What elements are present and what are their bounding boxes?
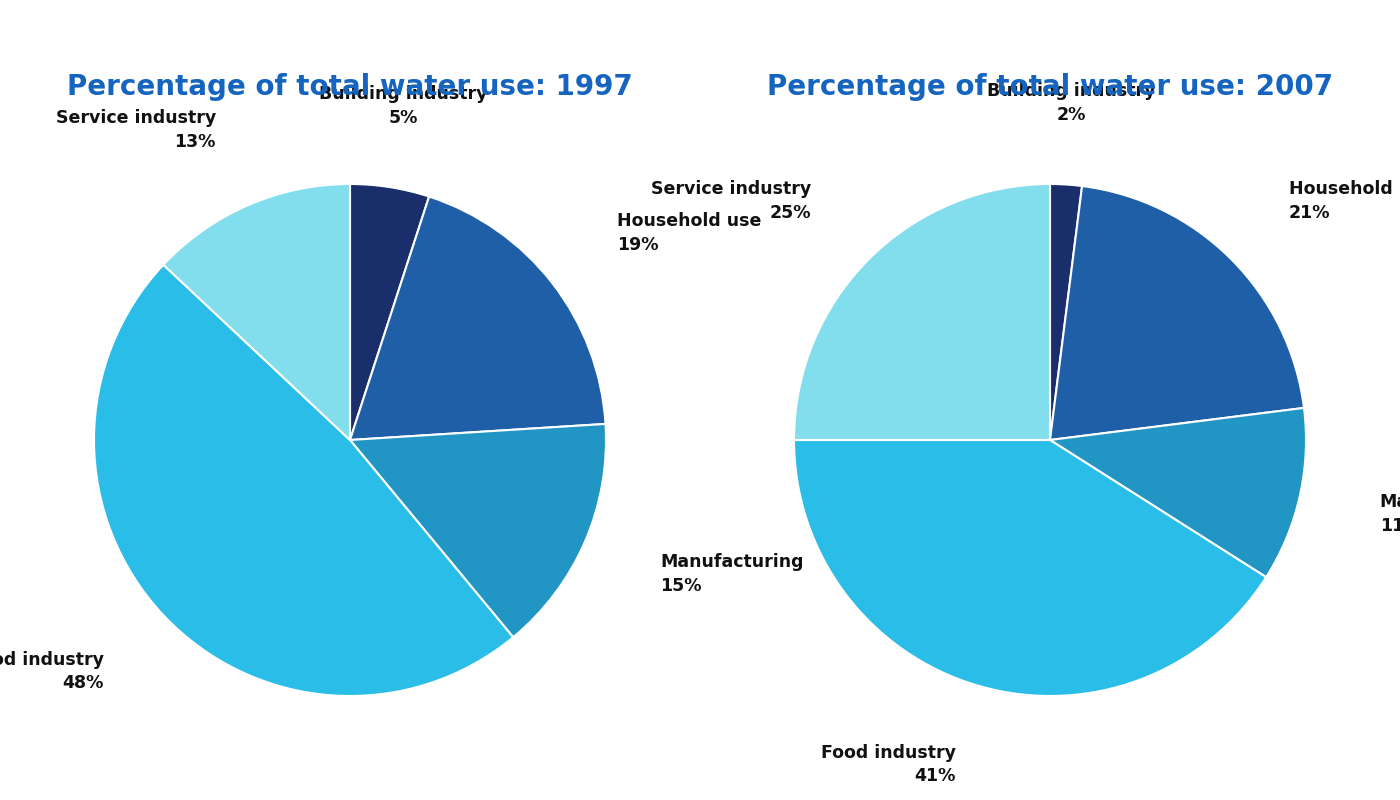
Wedge shape [164, 184, 350, 440]
Title: Percentage of total water use: 2007: Percentage of total water use: 2007 [767, 73, 1333, 101]
Text: Service industry
25%: Service industry 25% [651, 180, 811, 222]
Wedge shape [94, 265, 514, 696]
Text: Service industry
13%: Service industry 13% [56, 109, 216, 150]
Wedge shape [350, 184, 430, 440]
Wedge shape [1050, 186, 1303, 440]
Wedge shape [350, 197, 605, 440]
Text: Building industry
2%: Building industry 2% [987, 82, 1155, 123]
Wedge shape [1050, 184, 1082, 440]
Text: Manufacturing
11%: Manufacturing 11% [1380, 493, 1400, 534]
Text: Building industry
5%: Building industry 5% [319, 86, 487, 127]
Title: Percentage of total water use: 1997: Percentage of total water use: 1997 [67, 73, 633, 101]
Wedge shape [1050, 408, 1306, 577]
Wedge shape [794, 440, 1266, 696]
Text: Household use
21%: Household use 21% [1289, 180, 1400, 222]
Text: Food industry
41%: Food industry 41% [820, 744, 956, 786]
Text: Household use
19%: Household use 19% [617, 212, 762, 254]
Wedge shape [794, 184, 1050, 440]
Wedge shape [350, 424, 606, 638]
Text: Food industry
48%: Food industry 48% [0, 650, 104, 692]
Text: Manufacturing
15%: Manufacturing 15% [661, 554, 804, 595]
